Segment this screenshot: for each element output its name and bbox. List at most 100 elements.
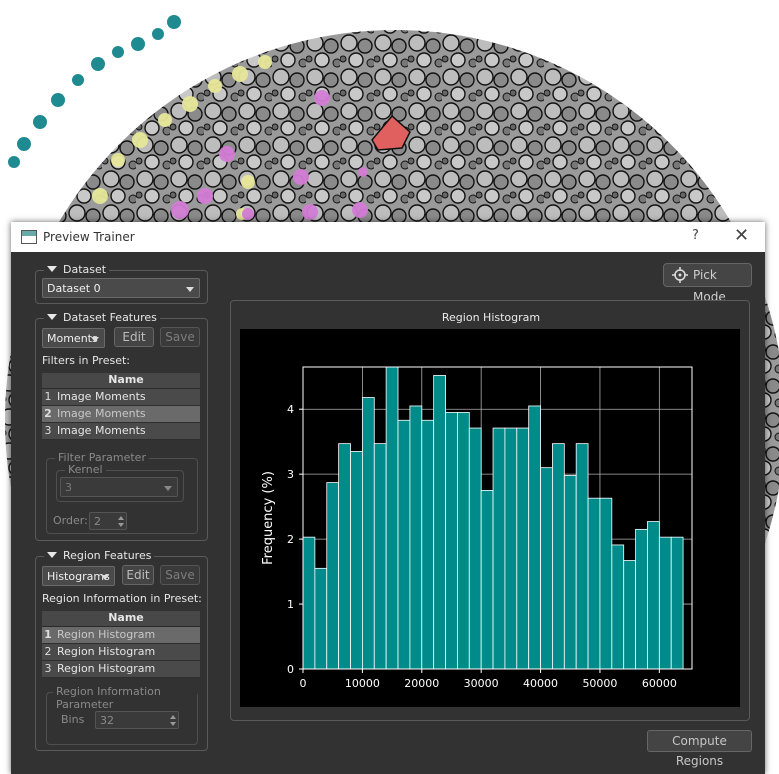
table-row[interactable]: 2 Image Moments (42, 406, 200, 423)
histogram-bar (468, 427, 482, 670)
y-tick-label: 0 (287, 663, 294, 676)
x-tick-label: 50000 (582, 677, 617, 690)
histogram-bar (611, 544, 625, 670)
save-region-button[interactable]: Save (160, 565, 200, 585)
histogram-bar (599, 497, 613, 670)
pick-mode-button[interactable]: Pick Mode (663, 263, 752, 304)
histogram-bar (302, 536, 316, 670)
help-icon[interactable]: ? (692, 228, 699, 243)
window-title: Preview Trainer (43, 230, 135, 244)
app-icon (21, 230, 37, 244)
edit-region-button[interactable]: Edit (122, 565, 154, 585)
save-features-button[interactable]: Save (160, 327, 200, 347)
chevron-down-icon (101, 575, 109, 580)
histogram-bar (457, 412, 470, 670)
histogram-bar (563, 475, 577, 670)
dataset-select[interactable]: Dataset 0 (42, 278, 200, 298)
y-tick-label: 4 (287, 403, 294, 416)
x-tick-label: 60000 (642, 677, 677, 690)
filter-parameter-group: Filter Parameter Kernel 3 Order: 2 (46, 451, 198, 534)
region-preset-select[interactable]: Histograms (42, 566, 115, 586)
histogram-bar (504, 427, 518, 670)
filters-label: Filters in Preset: (42, 354, 130, 367)
order-label: Order: (53, 514, 88, 527)
spin-up-icon[interactable] (118, 516, 124, 520)
edit-features-button[interactable]: Edit (114, 327, 154, 347)
x-tick-label: 10000 (345, 677, 380, 690)
table-row[interactable]: 2 Region Histogram (42, 644, 200, 661)
histogram-bar (540, 467, 553, 670)
collapse-triangle-icon[interactable] (47, 314, 57, 320)
spin-down-icon[interactable] (170, 722, 176, 726)
filters-table[interactable]: Name 1 Image Moments 2 Image Moments 3 I… (42, 373, 200, 440)
histogram-bar (587, 497, 601, 670)
region-histogram-panel: Region Histogram 0 10000 20000 30000 40000 50… (230, 300, 750, 721)
region-info-table[interactable]: Name 1 Region Histogram 2 Region Histogr… (42, 611, 200, 678)
x-tick-label: 0 (300, 677, 307, 690)
histogram-bar (433, 375, 446, 670)
feature-preset-select[interactable]: Moments (42, 328, 105, 348)
dataset-features-group: Dataset Features Moments Edit Save Filte… (35, 311, 208, 541)
order-spinbox[interactable]: 2 (89, 512, 127, 530)
collapse-triangle-icon[interactable] (47, 266, 57, 272)
crosshair-icon (672, 267, 688, 283)
histogram-bar (421, 419, 435, 670)
table-row[interactable]: 3 Region Histogram (42, 661, 200, 678)
table-row[interactable]: 1 Image Moments (42, 389, 200, 406)
region-features-group: Region Features Histograms Edit Save Reg… (35, 549, 208, 751)
name-column-header[interactable]: Name (42, 611, 200, 627)
histogram-bar (516, 427, 530, 670)
histogram-bar (314, 567, 328, 670)
dataset-group: Dataset Dataset 0 (35, 263, 208, 304)
histogram-bar (445, 412, 458, 670)
kernel-select[interactable]: 3 (60, 477, 178, 497)
region-info-parameter-group: Region Information Parameter Bins 32 (46, 685, 198, 745)
dataset-features-title[interactable]: Dataset Features (44, 311, 160, 324)
chevron-down-icon (186, 287, 194, 292)
filter-parameter-title: Filter Parameter (55, 451, 149, 464)
dataset-group-title[interactable]: Dataset (44, 263, 110, 276)
region-features-title[interactable]: Region Features (44, 549, 155, 562)
compute-regions-button[interactable]: Compute Regions (647, 730, 752, 768)
histogram-bar (552, 443, 565, 670)
region-info-label: Region Information in Preset: (42, 592, 202, 605)
histogram-bar (350, 451, 363, 670)
histogram-bar (385, 366, 399, 670)
region-info-parameter-title: Region Information Parameter (53, 685, 197, 711)
y-tick-label: 2 (287, 533, 294, 546)
x-tick-label: 20000 (404, 677, 439, 690)
x-tick-label: 30000 (464, 677, 499, 690)
histogram-bar (575, 443, 589, 670)
chevron-down-icon (91, 337, 99, 342)
histogram-bar (647, 521, 660, 670)
spin-down-icon[interactable] (118, 523, 124, 527)
name-column-header[interactable]: Name (42, 373, 200, 389)
histogram-bar (338, 443, 351, 670)
histogram-bar (670, 536, 684, 670)
chevron-down-icon (164, 486, 172, 491)
bins-label: Bins (61, 713, 85, 726)
spin-up-icon[interactable] (170, 715, 176, 719)
preview-trainer-window: Preview Trainer ? ✕ Dataset Dataset 0 Da… (11, 222, 765, 774)
histogram-bar (409, 405, 423, 670)
table-row[interactable]: 1 Region Histogram (42, 627, 200, 644)
histogram-bar (623, 560, 636, 670)
bins-spinbox[interactable]: 32 (95, 711, 179, 729)
collapse-triangle-icon[interactable] (47, 552, 57, 558)
table-row[interactable]: 3 Image Moments (42, 423, 200, 440)
plot-panel-title: Region Histogram (441, 311, 541, 324)
y-axis-label: Frequency (%) (261, 471, 276, 565)
histogram-bar (658, 536, 672, 670)
histogram-bar (397, 419, 411, 670)
plot-frame (302, 366, 693, 670)
region-histogram-chart: 0 10000 20000 30000 40000 50000 60000 0 1 2 3 4 Freq… (240, 329, 740, 707)
kernel-title: Kernel (65, 463, 106, 476)
histogram-bar (373, 443, 387, 670)
y-tick-label: 1 (287, 598, 294, 611)
histogram-bar (492, 427, 506, 670)
histogram-bar (326, 482, 340, 670)
close-icon[interactable]: ✕ (734, 225, 750, 246)
x-tick-label: 40000 (523, 677, 558, 690)
title-bar: Preview Trainer ? ✕ (11, 222, 765, 252)
histogram-bar (528, 405, 541, 670)
